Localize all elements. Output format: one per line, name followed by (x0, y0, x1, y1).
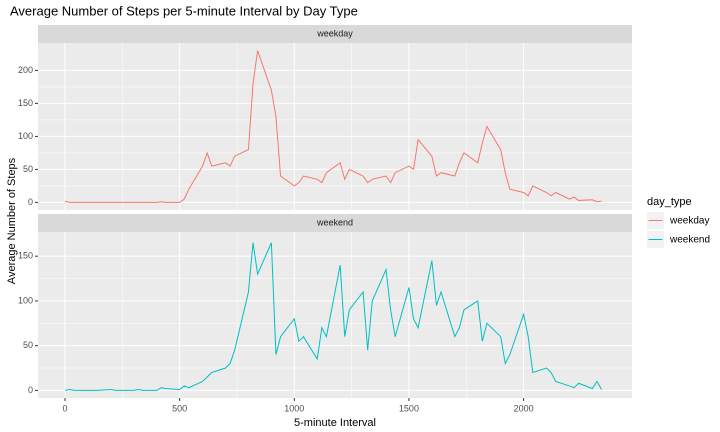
data-line (64, 50, 602, 203)
y-tick-label: 200 (18, 65, 33, 75)
chart-title: Average Number of Steps per 5-minute Int… (10, 3, 358, 18)
y-tick-label: 50 (23, 340, 33, 350)
y-tick-label: 150 (18, 251, 33, 261)
y-tick-label: 0 (28, 197, 33, 207)
strip (38, 25, 632, 43)
x-tick-label: 0 (62, 403, 67, 413)
strip-label: weekday (316, 28, 353, 38)
legend-label: weekday (669, 216, 709, 227)
strip-label: weekend (316, 217, 353, 227)
y-tick-label: 100 (18, 131, 33, 141)
y-tick-label: 50 (23, 164, 33, 174)
panel (38, 43, 632, 210)
y-tick-label: 0 (28, 385, 33, 395)
y-tick-label: 150 (18, 98, 33, 108)
legend-title: day_type (647, 196, 692, 208)
x-tick-label: 2000 (514, 403, 534, 413)
y-axis-title: Average Number of Steps (6, 157, 18, 284)
x-tick-label: 1000 (284, 403, 304, 413)
data-line (64, 242, 602, 391)
strip (38, 214, 632, 232)
x-axis-title: 5-minute Interval (294, 417, 376, 429)
x-tick-label: 500 (172, 403, 187, 413)
legend-label: weekend (669, 235, 710, 246)
x-tick-label: 1500 (399, 403, 419, 413)
y-tick-label: 100 (18, 295, 33, 305)
panel (38, 232, 632, 398)
